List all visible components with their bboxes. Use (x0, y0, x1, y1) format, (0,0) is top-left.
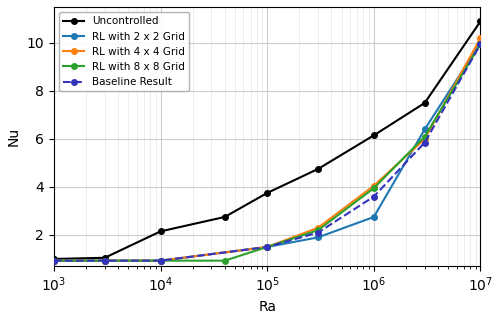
X-axis label: Ra: Ra (258, 300, 276, 314)
Line: RL with 4 x 4 Grid: RL with 4 x 4 Grid (51, 35, 483, 264)
RL with 2 x 2 Grid (264, 245, 270, 249)
Y-axis label: Nu: Nu (7, 127, 21, 146)
RL with 2 x 2 Grid (158, 259, 164, 263)
RL with 8 x 8 Grid (315, 228, 321, 232)
RL with 4 x 4 Grid (315, 226, 321, 230)
Uncontrolled (264, 191, 270, 195)
Baseline Result (264, 245, 270, 249)
RL with 2 x 2 Grid (478, 41, 484, 45)
RL with 2 x 2 Grid (422, 127, 428, 131)
Baseline Result (478, 42, 484, 46)
RL with 4 x 4 Grid (371, 184, 377, 188)
RL with 8 x 8 Grid (158, 259, 164, 263)
RL with 4 x 4 Grid (158, 259, 164, 263)
Line: Baseline Result: Baseline Result (51, 41, 483, 264)
Uncontrolled (222, 215, 228, 219)
Uncontrolled (51, 257, 57, 261)
RL with 8 x 8 Grid (422, 134, 428, 138)
RL with 8 x 8 Grid (102, 259, 107, 263)
RL with 2 x 2 Grid (102, 259, 107, 263)
Uncontrolled (422, 101, 428, 105)
Uncontrolled (371, 134, 377, 137)
Line: RL with 2 x 2 Grid: RL with 2 x 2 Grid (51, 40, 483, 264)
Uncontrolled (102, 256, 107, 260)
RL with 8 x 8 Grid (222, 259, 228, 263)
RL with 8 x 8 Grid (264, 245, 270, 249)
Uncontrolled (478, 19, 484, 23)
Legend: Uncontrolled, RL with 2 x 2 Grid, RL with 4 x 4 Grid, RL with 8 x 8 Grid, Baseli: Uncontrolled, RL with 2 x 2 Grid, RL wit… (59, 12, 190, 91)
Baseline Result (315, 231, 321, 235)
Baseline Result (371, 195, 377, 198)
RL with 8 x 8 Grid (478, 42, 484, 46)
Line: RL with 8 x 8 Grid: RL with 8 x 8 Grid (51, 41, 483, 264)
Baseline Result (51, 259, 57, 263)
RL with 8 x 8 Grid (371, 186, 377, 190)
RL with 4 x 4 Grid (51, 259, 57, 263)
RL with 8 x 8 Grid (51, 259, 57, 263)
RL with 4 x 4 Grid (478, 36, 484, 40)
RL with 4 x 4 Grid (422, 137, 428, 141)
RL with 2 x 2 Grid (51, 259, 57, 263)
RL with 4 x 4 Grid (102, 259, 107, 263)
Line: Uncontrolled: Uncontrolled (51, 19, 483, 262)
RL with 2 x 2 Grid (315, 235, 321, 239)
Baseline Result (422, 141, 428, 144)
Baseline Result (158, 259, 164, 263)
Baseline Result (102, 259, 107, 263)
RL with 2 x 2 Grid (371, 215, 377, 219)
Uncontrolled (158, 230, 164, 233)
Uncontrolled (315, 167, 321, 171)
RL with 4 x 4 Grid (264, 245, 270, 249)
